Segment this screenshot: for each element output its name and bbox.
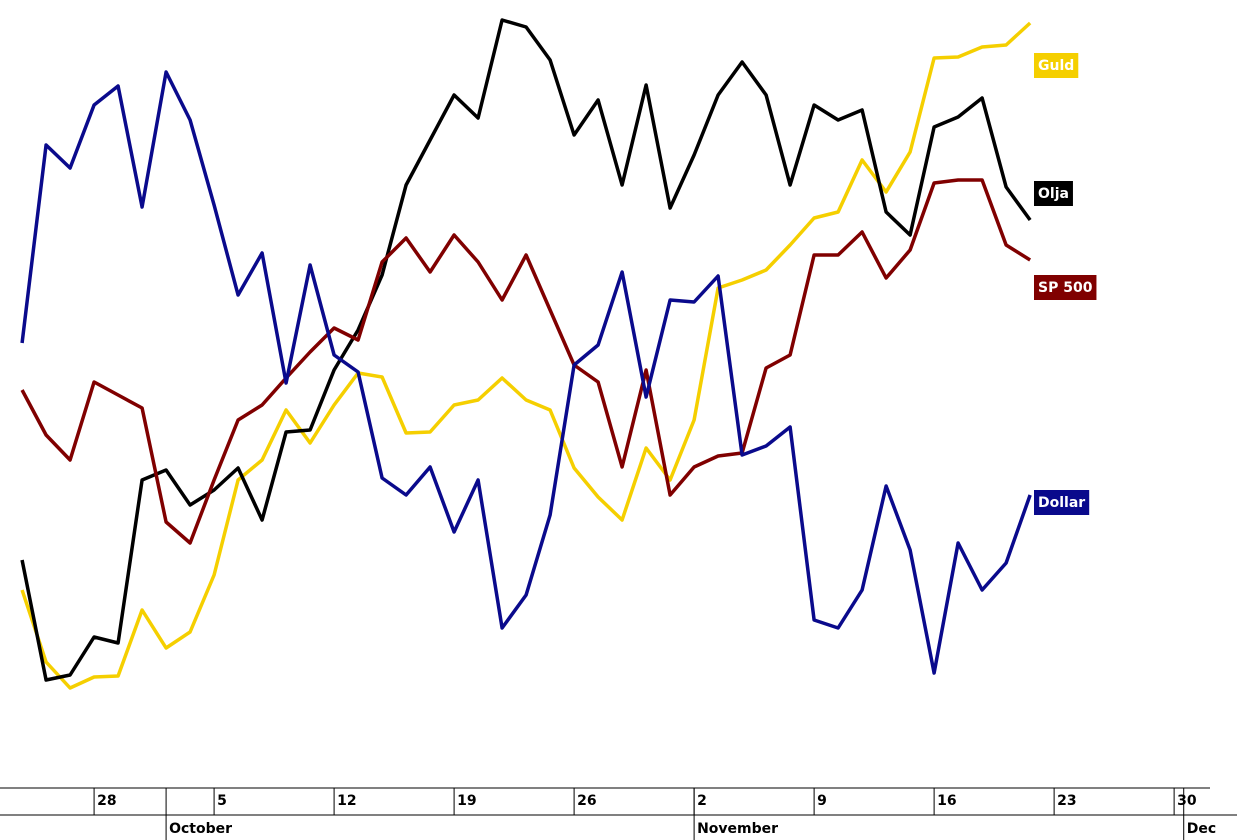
series-label: SP 500 bbox=[1034, 275, 1097, 300]
x-tick-label: 12 bbox=[337, 793, 356, 809]
x-tick-label: 28 bbox=[97, 793, 116, 809]
series-label: Olja bbox=[1034, 181, 1073, 206]
series-label-box bbox=[1034, 181, 1073, 206]
series-label-text: Guld bbox=[1038, 58, 1074, 74]
series-label-box bbox=[1034, 53, 1079, 78]
series-label: Dollar bbox=[1034, 490, 1090, 515]
x-tick-label: 16 bbox=[937, 793, 956, 809]
series-label: Guld bbox=[1034, 53, 1079, 78]
series-label-box bbox=[1034, 275, 1097, 300]
month-label: November bbox=[697, 821, 778, 837]
line-series bbox=[20, 70, 1032, 675]
line-series bbox=[20, 178, 1032, 545]
month-label: October bbox=[169, 821, 232, 837]
x-tick-label: 5 bbox=[217, 793, 227, 809]
x-tick-label: 19 bbox=[457, 793, 476, 809]
x-tick-label: 30 bbox=[1177, 793, 1197, 809]
series-label-text: Dollar bbox=[1038, 495, 1085, 511]
month-label: Dec bbox=[1187, 821, 1216, 837]
line-series bbox=[20, 21, 1032, 690]
line-series bbox=[20, 18, 1032, 682]
x-tick-label: 23 bbox=[1057, 793, 1076, 809]
x-tick-label: 2 bbox=[697, 793, 707, 809]
x-tick-label: 9 bbox=[817, 793, 827, 809]
series-label-text: SP 500 bbox=[1038, 280, 1093, 296]
series-label-box bbox=[1034, 490, 1090, 515]
x-tick-label: 26 bbox=[577, 793, 596, 809]
series-label-text: Olja bbox=[1038, 186, 1069, 202]
